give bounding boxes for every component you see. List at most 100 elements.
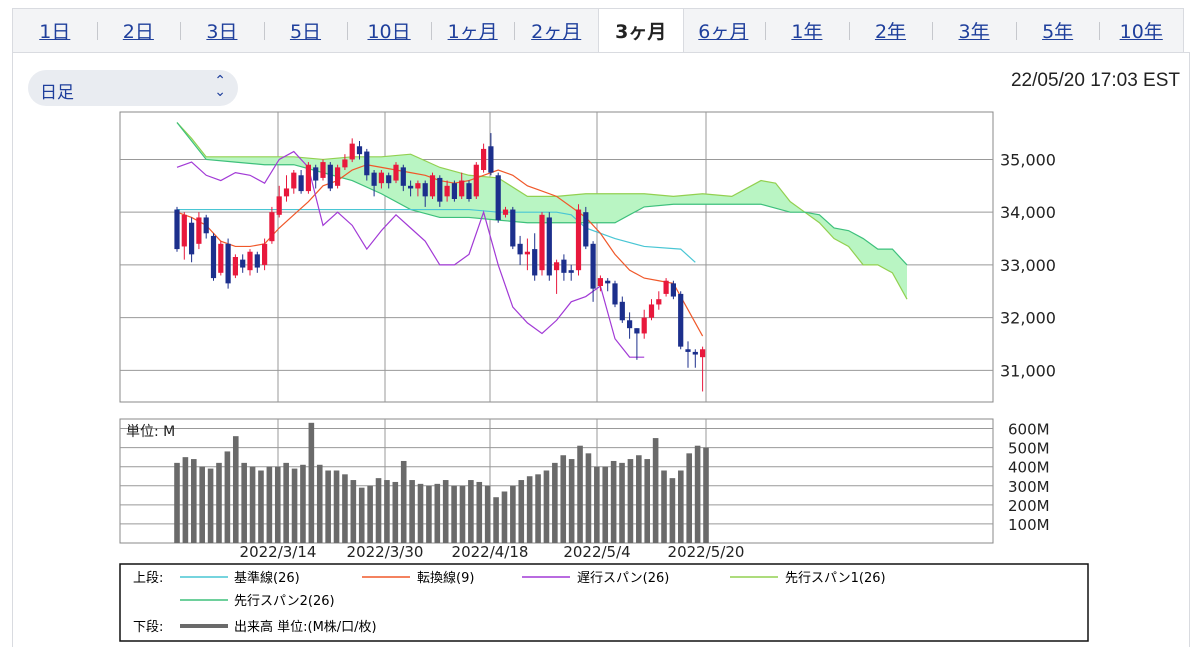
tab-13[interactable]: 10年 [1119,21,1163,43]
candle-body-54 [568,270,574,273]
y-tick-label-2: 33,000 [1000,256,1056,275]
candle-body-52 [554,262,560,271]
tab-separator [514,22,516,40]
x-date-label-2: 2022/4/18 [452,543,529,561]
volume-bar-6 [224,451,231,543]
candle-body-20 [320,162,326,178]
candle-body-72 [700,349,706,358]
candle-body-18 [305,164,311,192]
tab-10[interactable]: 2年 [874,21,907,43]
legend-volume-label: 出来高 単位:(M株/口/枚) [234,619,377,635]
candle-body-57 [590,243,596,289]
y-tick-label-1: 34,000 [1000,203,1056,222]
volume-bar-42 [526,476,533,543]
ichimoku-cloud [177,122,907,300]
candle-body-1 [181,214,187,247]
volume-bar-40 [510,485,516,543]
candle-body-8 [232,257,238,276]
y-tick-label-4: 31,000 [1000,361,1056,380]
volume-bar-25 [384,480,390,543]
candle-body-31 [400,167,406,186]
tab-separator [765,22,767,40]
volume-bar-50 [594,466,600,543]
legend-kijun-label: 基準線(26) [234,570,300,586]
volume-bar-59 [669,478,676,543]
volume-y-tick-label-0: 600M [1008,421,1050,439]
candle-body-2 [189,222,195,255]
candle-body-40 [466,183,472,199]
volume-bar-14 [291,468,298,543]
volume-bar-44 [543,470,550,543]
candle-body-46 [510,209,516,247]
x-date-label-3: 2022/5/4 [563,543,630,561]
volume-bar-0 [174,462,180,543]
x-date-label-0: 2022/3/14 [240,543,317,561]
volume-bar-5 [216,462,222,543]
candle-body-15 [283,188,290,197]
volume-bar-15 [300,464,306,543]
candle-body-44 [495,175,501,221]
tab-separator [180,22,182,40]
volume-bar-52 [610,460,617,543]
tab-4[interactable]: 10日 [367,21,411,43]
tab-7[interactable]: 3ヶ月 [598,9,684,55]
volume-bar-46 [560,455,567,543]
volume-y-tick-label-5: 100M [1008,516,1050,534]
candle-body-58 [597,278,603,286]
tab-6[interactable]: 2ヶ月 [531,21,582,43]
volume-bar-7 [232,436,239,543]
candle-body-29 [386,175,392,184]
volume-bar-31 [434,483,441,543]
candle-body-50 [539,214,545,271]
volume-bar-39 [501,491,508,543]
candle-body-48 [524,251,530,255]
candle-body-43 [488,146,494,173]
candle-body-47 [517,243,523,255]
legend-chikou-label: 遅行スパン(26) [577,571,669,586]
legend-span1-label: 先行スパン1(26) [785,571,886,586]
volume-bar-57 [652,438,659,543]
volume-bar-4 [207,468,214,543]
volume-bar-35 [468,480,474,543]
chart-timestamp: 22/05/20 17:03 EST [1010,70,1180,91]
legend-span2-label: 先行スパン2(26) [234,594,335,609]
candle-body-67 [663,280,669,294]
tab-3[interactable]: 5日 [289,21,322,43]
tab-9[interactable]: 1年 [791,21,823,43]
candle-body-25 [356,146,363,155]
candle-body-24 [349,143,355,160]
volume-bar-34 [459,485,466,543]
volume-bar-55 [636,455,642,543]
tab-11[interactable]: 3年 [958,21,990,43]
legend-tenkan-label: 転換線(9) [417,570,474,586]
volume-bar-1 [182,457,189,543]
y-tick-label-0: 35,000 [1000,150,1056,169]
candle-body-45 [502,209,509,215]
tab-1[interactable]: 2日 [122,21,154,43]
candle-body-36 [437,177,443,202]
candle-body-39 [459,180,465,197]
up-down-chevron-icon: ⌃ ⌄ [214,73,226,100]
interval-select-value: 日足 [40,83,74,103]
volume-y-tick-label-2: 400M [1008,459,1050,477]
tab-separator [263,22,265,40]
candle-body-5 [210,235,217,279]
tab-8[interactable]: 6ヶ月 [698,21,749,43]
volume-bar-58 [661,470,667,543]
tab-2[interactable]: 3日 [206,21,238,43]
candle-body-53 [561,259,567,273]
candle-body-63 [634,328,640,334]
interval-select[interactable]: 日足 ⌃ ⌄ [28,70,238,106]
candle-body-70 [685,349,691,352]
y-tick-label-3: 32,000 [1000,309,1056,328]
candle-body-11 [254,254,260,268]
tab-separator [848,22,850,40]
tab-0[interactable]: 1日 [39,21,71,43]
candle-body-61 [619,301,625,321]
volume-bar-8 [241,462,247,543]
volume-bar-32 [442,480,449,543]
volume-bar-53 [619,462,625,543]
candle-body-30 [393,164,399,181]
tab-5[interactable]: 1ヶ月 [447,21,498,43]
tab-12[interactable]: 5年 [1042,21,1074,43]
